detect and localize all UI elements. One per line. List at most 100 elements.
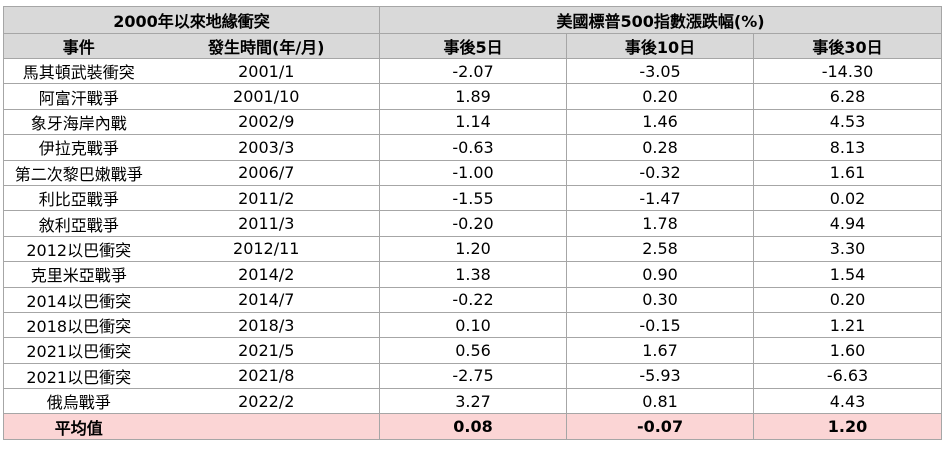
table-row: 克里米亞戰爭 2014/2 1.38 0.90 1.54 <box>3 261 943 288</box>
date-cell: 2021/8 <box>153 362 381 390</box>
date-cell: 2022/2 <box>153 388 381 415</box>
day30-cell: 0.02 <box>753 184 943 212</box>
day5-cell: -0.20 <box>379 210 568 237</box>
average-day10-cell: -0.07 <box>566 413 755 441</box>
day30-cell: 6.28 <box>753 83 943 110</box>
day10-cell: 0.81 <box>566 388 755 415</box>
table-row: 2018以巴衝突 2018/3 0.10 -0.15 1.21 <box>3 311 943 339</box>
event-cell: 敘利亞戰爭 <box>3 210 154 237</box>
day10-cell: 1.78 <box>566 210 755 237</box>
header-band-row: 2000年以來地緣衝突 美國標普500指數漲跌幅(%) <box>2 6 943 34</box>
day30-cell: 1.21 <box>753 311 943 339</box>
event-cell: 馬其頓武裝衝突 <box>3 57 154 85</box>
day10-cell: -0.32 <box>566 159 755 186</box>
day30-cell: 1.61 <box>753 159 943 186</box>
date-cell: 2012/11 <box>153 235 381 263</box>
average-row: 平均值 0.08 -0.07 1.20 <box>3 413 943 441</box>
day5-cell: -1.00 <box>379 159 568 186</box>
date-cell: 2006/7 <box>153 159 381 186</box>
day5-cell: 1.89 <box>379 83 568 110</box>
table-row: 第二次黎巴嫩戰爭 2006/7 -1.00 -0.32 1.61 <box>3 159 943 186</box>
day5-cell: -0.22 <box>379 286 568 313</box>
day5-cell: 1.14 <box>379 108 568 136</box>
day5-cell: -0.63 <box>379 134 568 161</box>
date-cell: 2014/7 <box>153 286 381 313</box>
conflicts-since-2000-header: 2000年以來地緣衝突 <box>2 6 381 34</box>
date-column-header: 發生時間(年/月) <box>153 33 381 59</box>
event-cell: 俄烏戰爭 <box>3 388 154 415</box>
table-row: 2014以巴衝突 2014/7 -0.22 0.30 0.20 <box>3 286 943 313</box>
day30-cell: 4.53 <box>753 108 943 136</box>
date-cell: 2002/9 <box>153 108 381 136</box>
date-cell: 2018/3 <box>153 311 381 339</box>
day10-cell: 0.90 <box>566 261 755 288</box>
event-column-header: 事件 <box>3 33 154 59</box>
day30-cell: -6.63 <box>753 362 943 390</box>
day10-cell: 0.28 <box>566 134 755 161</box>
event-cell: 伊拉克戰爭 <box>3 134 154 161</box>
table-row: 敘利亞戰爭 2011/3 -0.20 1.78 4.94 <box>3 210 943 237</box>
day5-cell: 0.56 <box>379 337 568 364</box>
day10-cell: -0.15 <box>566 311 755 339</box>
day30-cell: 8.13 <box>753 134 943 161</box>
day10-column-header: 事後10日 <box>566 33 755 59</box>
day5-cell: -2.75 <box>379 362 568 390</box>
table-row: 伊拉克戰爭 2003/3 -0.63 0.28 8.13 <box>3 134 943 161</box>
day30-cell: 3.30 <box>753 235 943 263</box>
date-cell: 2021/5 <box>153 337 381 364</box>
event-cell: 2012以巴衝突 <box>3 235 154 263</box>
event-cell: 利比亞戰爭 <box>3 184 154 212</box>
event-cell: 象牙海岸內戰 <box>3 108 154 136</box>
average-date-cell <box>153 413 381 441</box>
day5-cell: 1.38 <box>379 261 568 288</box>
table-row: 馬其頓武裝衝突 2001/1 -2.07 -3.05 -14.30 <box>3 57 943 85</box>
day10-cell: 1.67 <box>566 337 755 364</box>
average-day30-cell: 1.20 <box>753 413 943 441</box>
table-row: 利比亞戰爭 2011/2 -1.55 -1.47 0.02 <box>3 184 943 212</box>
average-label: 平均值 <box>3 413 154 441</box>
day30-column-header: 事後30日 <box>753 33 943 59</box>
date-cell: 2001/1 <box>153 57 381 85</box>
event-cell: 2018以巴衝突 <box>3 311 154 339</box>
date-cell: 2003/3 <box>153 134 381 161</box>
day5-cell: 1.20 <box>379 235 568 263</box>
day30-cell: 4.94 <box>753 210 943 237</box>
date-cell: 2011/3 <box>153 210 381 237</box>
day10-cell: 2.58 <box>566 235 755 263</box>
day30-cell: 4.43 <box>753 388 943 415</box>
date-cell: 2011/2 <box>153 184 381 212</box>
day5-cell: 3.27 <box>379 388 568 415</box>
table-row: 象牙海岸內戰 2002/9 1.14 1.46 4.53 <box>3 108 943 136</box>
event-cell: 2021以巴衝突 <box>3 337 154 364</box>
event-cell: 2014以巴衝突 <box>3 286 154 313</box>
date-cell: 2001/10 <box>153 83 381 110</box>
average-day5-cell: 0.08 <box>379 413 568 441</box>
event-cell: 2021以巴衝突 <box>3 362 154 390</box>
day30-cell: -14.30 <box>753 57 943 85</box>
day10-cell: -3.05 <box>566 57 755 85</box>
table-row: 2021以巴衝突 2021/8 -2.75 -5.93 -6.63 <box>3 362 943 390</box>
day10-cell: 0.20 <box>566 83 755 110</box>
day5-column-header: 事後5日 <box>379 33 568 59</box>
day10-cell: -1.47 <box>566 184 755 212</box>
day5-cell: -2.07 <box>379 57 568 85</box>
table-row: 俄烏戰爭 2022/2 3.27 0.81 4.43 <box>3 388 943 415</box>
sp500-change-header: 美國標普500指數漲跌幅(%) <box>379 6 943 34</box>
event-cell: 第二次黎巴嫩戰爭 <box>3 159 154 186</box>
day30-cell: 0.20 <box>753 286 943 313</box>
date-cell: 2014/2 <box>153 261 381 288</box>
day30-cell: 1.60 <box>753 337 943 364</box>
table-row: 2012以巴衝突 2012/11 1.20 2.58 3.30 <box>3 235 943 263</box>
day5-cell: 0.10 <box>379 311 568 339</box>
column-header-row: 事件 發生時間(年/月) 事後5日 事後10日 事後30日 <box>3 33 943 59</box>
day30-cell: 1.54 <box>753 261 943 288</box>
event-cell: 阿富汗戰爭 <box>3 83 154 110</box>
table-row: 阿富汗戰爭 2001/10 1.89 0.20 6.28 <box>3 83 943 110</box>
event-cell: 克里米亞戰爭 <box>3 261 154 288</box>
table-row: 2021以巴衝突 2021/5 0.56 1.67 1.60 <box>3 337 943 364</box>
day10-cell: 1.46 <box>566 108 755 136</box>
day10-cell: -5.93 <box>566 362 755 390</box>
day5-cell: -1.55 <box>379 184 568 212</box>
day10-cell: 0.30 <box>566 286 755 313</box>
conflict-sp500-table: 2000年以來地緣衝突 美國標普500指數漲跌幅(%) 事件 發生時間(年/月)… <box>2 6 943 441</box>
